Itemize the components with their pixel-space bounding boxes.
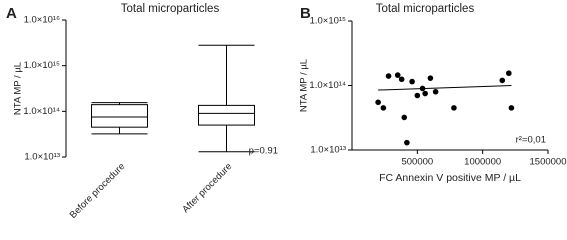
chart-title: Total microparticles [376,3,475,15]
point [427,75,434,81]
figure: A Total microparticles 1.0×10¹³ 1.0×10¹⁴ 1.0… [6,3,567,221]
point [451,105,457,111]
x-tick-label: 1000000 [464,157,501,168]
point [398,76,405,83]
y-tick-label: 1.0×10¹³ [24,152,60,163]
x-tick-label: 500000 [401,157,433,168]
x-tick-label: Before procedure [68,161,128,221]
x-tick-label: 1500000 [530,157,567,168]
y-tick-label: 1.0×10¹³ [310,145,346,156]
fit-line [378,85,512,91]
point [422,90,428,97]
point [385,73,392,79]
box [91,104,148,128]
annotation: r²=0,01 [516,135,546,146]
point [508,105,515,111]
panel-label: A [6,5,17,22]
point [432,88,439,95]
y-tick-label: 1.0×10¹⁴ [309,80,346,91]
point [414,92,421,99]
x-axis-label: FC Annexin V positive MP / µL [379,172,521,184]
point [401,114,408,121]
y-tick-label: 1.0×10¹⁵ [24,60,60,71]
point [409,78,415,85]
point [394,72,401,78]
y-tick-label: 1.0×10¹⁶ [24,15,60,26]
point [506,70,512,77]
x-tick-label: After procedure [180,161,234,215]
point [499,77,506,84]
y-tick-label: 1.0×10¹⁵ [310,16,346,27]
chart-title: Total microparticles [121,3,220,15]
point [380,105,387,111]
y-axis-label: NTA MP / µL [13,62,24,115]
point [375,99,381,106]
annotation: p=0.91 [249,146,278,157]
box [198,104,255,126]
point [404,139,410,146]
y-tick-label: 1.0×10¹⁴ [23,106,60,117]
y-axis-label: NTA MP / µL [299,59,310,112]
panel-label: B [300,5,311,22]
